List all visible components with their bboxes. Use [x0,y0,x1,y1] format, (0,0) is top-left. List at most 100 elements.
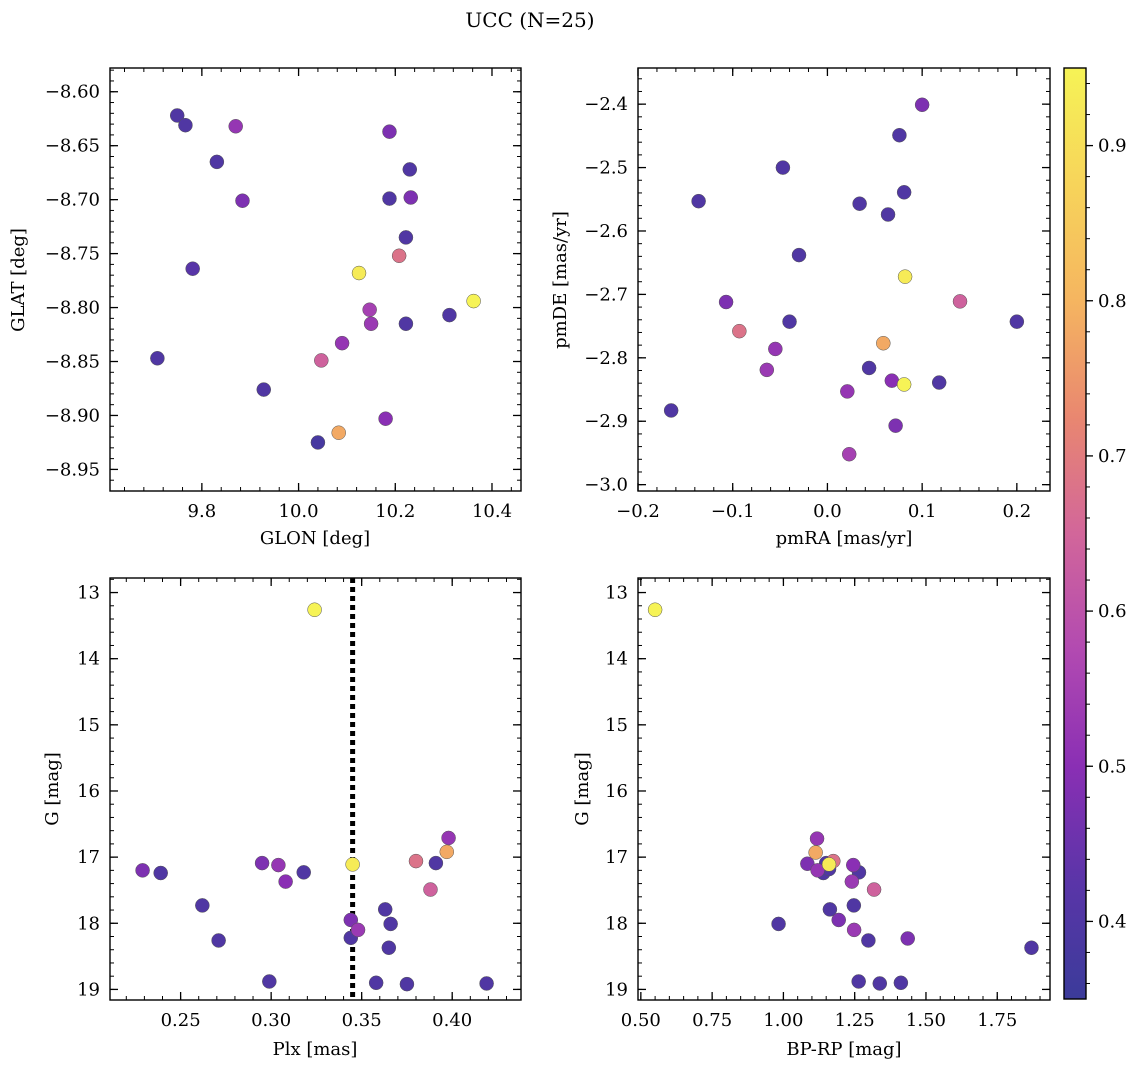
x-tick-label: 0.50 [621,1010,661,1031]
data-point [466,293,481,309]
x-tick-labels: 0.25 0.30 0.35 0.40 [161,1010,473,1031]
colorbar-gradient [1063,67,1087,1000]
data-point [402,162,418,177]
data-point [178,117,193,133]
data-point [441,830,456,846]
data-point [403,190,419,205]
plot-frame [109,67,522,492]
data-point [262,974,277,989]
y-axis-label: GLAT [deg] [8,228,29,332]
colorbar-tick-label: 0.9 [1098,136,1127,157]
data-point [844,874,860,889]
x-tick-labels: 9.8 10.0 10.2 10.4 [188,501,512,522]
y-tick-label: 14 [77,649,100,670]
plot-frame [637,577,1051,1001]
data-point [377,902,393,917]
y-tick-label: 16 [605,781,628,802]
data-point [169,108,185,123]
data-point [195,898,210,913]
scatter-points [150,108,481,450]
y-axis-label: pmDE [mas/yr] [550,211,571,349]
x-tick-label: 0.0 [813,501,842,522]
y-tick-label: −8.75 [45,244,100,265]
x-tick-label: 10.2 [375,501,415,522]
data-point [852,196,867,211]
data-point [872,976,888,991]
plot-frame [637,67,1051,492]
panel-plx-g: 0.25 0.30 0.35 0.40 13 14 15 16 17 18 19 Plx [mas… [42,577,522,1060]
y-tick-label: −8.80 [45,298,100,319]
data-point [1024,940,1039,955]
y-axis-label: G [mag] [572,752,593,825]
data-point [846,857,861,873]
x-tick-label: 1.25 [835,1010,875,1031]
data-point [368,975,384,991]
y-tick-labels: 13 14 15 16 17 18 19 [77,583,100,1001]
y-tick-label: 18 [605,913,628,934]
data-point [866,882,882,897]
data-point [439,844,455,860]
y-tick-label: −2.6 [584,221,628,242]
data-point [211,933,226,948]
data-point [846,898,862,913]
data-point [271,857,286,873]
data-point [888,418,903,433]
x-tick-label: 9.8 [188,501,217,522]
data-point [861,360,877,376]
x-tick-labels: 0.50 0.75 1.00 1.25 1.50 1.75 [621,1010,1017,1031]
y-tick-label: 19 [605,979,628,1000]
scatter-points [647,602,1039,991]
x-tick-label: 0.25 [161,1010,201,1031]
data-point [479,976,494,991]
data-point [185,261,200,276]
y-tick-label: −2.4 [584,94,628,115]
scatter-points [135,602,494,992]
data-point [647,602,663,617]
data-point [362,302,377,317]
y-tick-label: −8.90 [45,405,100,426]
x-tick-label: 0.2 [1003,501,1032,522]
data-point [759,362,775,378]
data-point [884,373,900,388]
colorbar-ticks: 0.4 0.5 0.6 0.7 0.8 0.9 [1086,83,1127,984]
data-point [800,856,815,871]
data-point [150,351,165,366]
data-point [296,865,311,880]
data-point [892,127,907,143]
y-tick-label: 18 [77,913,100,934]
x-axis-label: Plx [mas] [273,1039,358,1060]
x-tick-label: 1.00 [763,1010,803,1031]
data-point [235,193,250,208]
data-point [952,294,968,309]
data-point [810,863,825,878]
data-point [408,853,424,869]
data-point [314,353,329,368]
data-point [931,375,947,390]
x-tick-labels: −0.2 −0.1 0.0 0.1 0.2 [616,501,1031,522]
ticks [638,578,1050,1000]
data-point [1009,314,1025,329]
data-point [851,974,866,989]
data-point [831,912,846,928]
y-tick-label: −2.9 [584,411,628,432]
data-point [782,314,797,329]
data-point [135,863,150,878]
y-tick-label: −8.85 [45,352,100,373]
data-point [398,230,414,245]
data-point [343,912,359,928]
data-point [732,323,747,339]
ticks [110,578,521,1000]
y-tick-label: 17 [77,847,100,868]
x-tick-label: 10.4 [472,501,512,522]
data-point [391,248,407,264]
plot-frame [109,577,522,1001]
data-point [278,874,293,889]
panel-glon-glat: 9.8 10.0 10.2 10.4 −8.60 −8.65 −8.70 −8.75 −8.8… [8,67,522,549]
data-point [914,97,930,113]
y-tick-labels: 13 14 15 16 17 18 19 [605,583,628,1001]
data-point [334,335,350,351]
data-point [254,855,270,871]
data-point [382,124,397,139]
x-axis-label: pmRA [mas/yr] [776,528,913,549]
data-point [809,831,825,846]
